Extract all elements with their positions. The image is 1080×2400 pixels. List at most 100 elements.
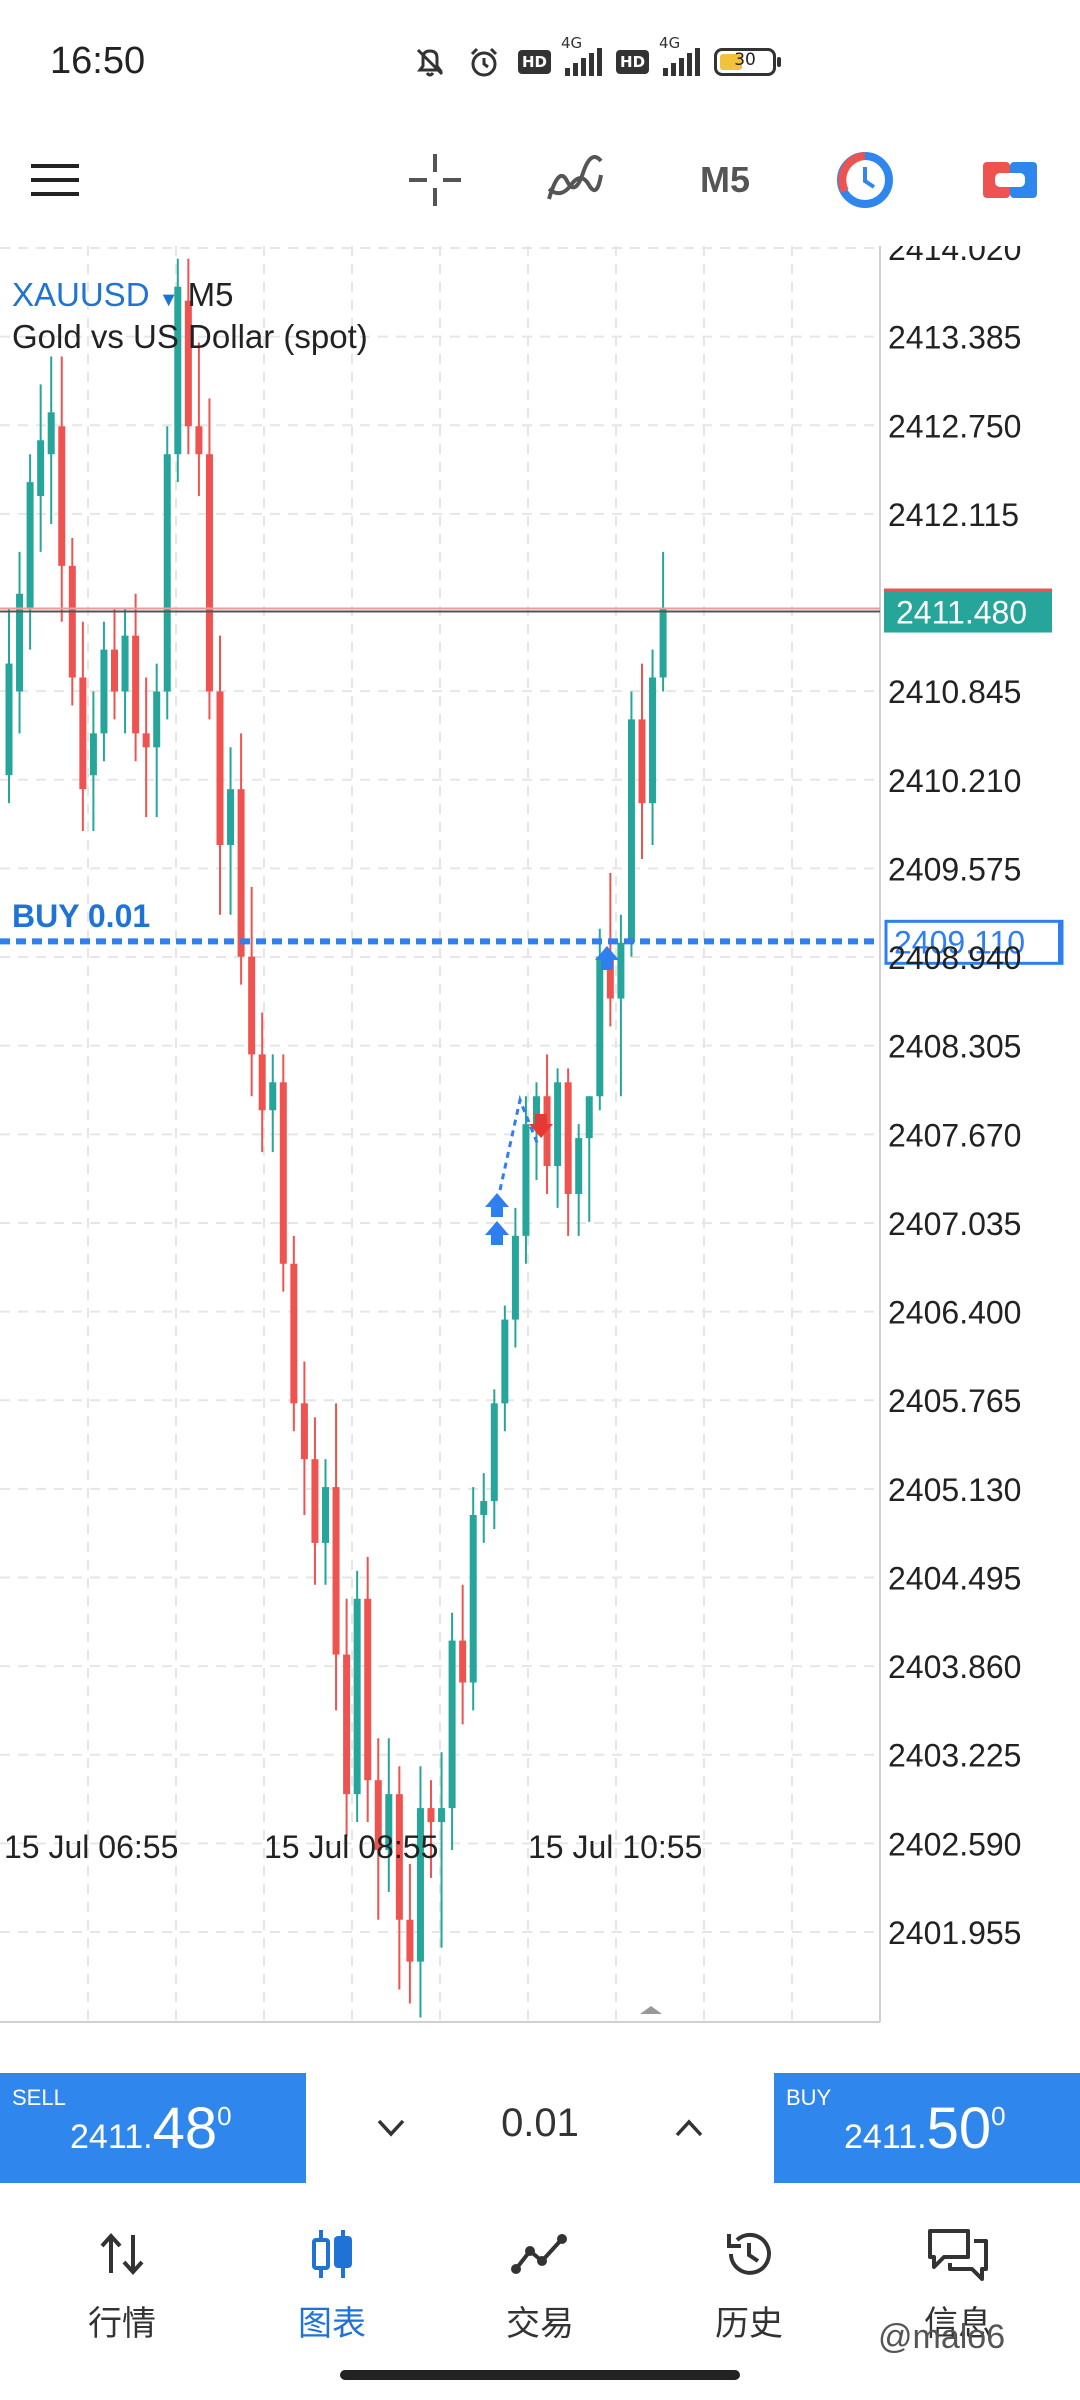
candle-body — [205, 454, 213, 692]
trade-buy-arrow-icon — [595, 946, 619, 970]
lot-decrease-button[interactable] — [336, 2073, 446, 2183]
candle-body — [533, 1096, 540, 1125]
symbol-description: Gold vs US Dollar (spot) — [12, 318, 368, 355]
candle-body — [364, 1598, 372, 1781]
candle-body — [111, 649, 118, 692]
symbol-name[interactable]: XAUUSD — [12, 276, 150, 313]
candle-body — [237, 789, 245, 957]
candle-body — [5, 663, 13, 776]
crosshair-button[interactable] — [400, 120, 470, 240]
candle-body — [174, 286, 182, 455]
candle-body — [385, 1794, 393, 1850]
candle-body — [132, 635, 140, 734]
candle-body — [353, 1598, 361, 1795]
tab-history[interactable]: 历史 — [641, 2188, 857, 2348]
trade-connector-line — [498, 1094, 540, 1191]
menu-button[interactable] — [20, 120, 90, 240]
candle-body — [216, 691, 224, 846]
one-click-trading-icon — [837, 152, 893, 208]
trade-sell-arrow-icon — [529, 1114, 553, 1138]
price-tick-label: 2407.035 — [888, 1206, 1021, 1242]
bottom-tab-bar: 行情 图表 交易 — [0, 2188, 1080, 2400]
lot-selector: 0.01 — [306, 2073, 774, 2183]
chart-grid — [0, 246, 881, 2023]
price-tick-label: 2403.860 — [888, 1649, 1021, 1685]
candle-body — [300, 1403, 308, 1460]
candle-body — [47, 412, 55, 455]
candle-body — [448, 1640, 456, 1809]
symbol-line[interactable]: XAUUSD ▼ M5 — [12, 276, 234, 314]
candle-body — [58, 426, 66, 566]
price-tick-label: 2401.955 — [888, 1915, 1021, 1951]
candle-body — [227, 789, 235, 846]
net-type-2: 4G — [659, 34, 681, 52]
candle-body — [248, 956, 256, 1055]
alarm-icon — [470, 47, 498, 77]
hd-badge: HD — [518, 50, 552, 74]
tab-chart[interactable]: 图表 — [224, 2188, 440, 2348]
candle-body — [406, 1919, 414, 1962]
lot-value[interactable]: 0.01 — [501, 2101, 579, 2145]
time-tick-label: 15 Jul 08:55 — [264, 1829, 438, 1865]
price-chart[interactable]: 2411.480 2409.110 2414.020 2413.385 2412.75… — [0, 246, 1080, 2036]
candle-body — [163, 454, 171, 692]
candle-body — [269, 1082, 277, 1111]
candle-body — [279, 1082, 287, 1264]
hd-badge-2: HD — [616, 50, 650, 74]
tab-trade[interactable]: 交易 — [432, 2188, 648, 2348]
price-axis: 2414.020 2413.385 2412.750 2412.115 2410.845… — [888, 246, 1021, 1951]
indicators-button[interactable] — [540, 120, 610, 240]
candle-body — [554, 1082, 562, 1167]
candle-body — [195, 426, 203, 455]
price-tick-label: 2404.495 — [888, 1560, 1021, 1596]
price-tick-label: 2414.020 — [888, 246, 1021, 267]
sell-label: SELL — [12, 2085, 66, 2110]
chart-toolbar: M5 — [0, 120, 1080, 240]
candle-body — [659, 607, 667, 678]
status-icons: HD 4G HD 4G 30 — [410, 34, 782, 88]
price-tick-label: 2403.225 — [888, 1738, 1021, 1774]
price-tick-label: 2402.590 — [888, 1826, 1021, 1862]
signal-icon: 4G — [561, 34, 603, 76]
one-click-button[interactable] — [830, 120, 900, 240]
tab-chart-label: 图表 — [298, 2304, 366, 2344]
battery-level: 30 — [734, 50, 756, 70]
trade-buy-arrow-icon — [485, 1221, 509, 1245]
candle-body — [490, 1403, 498, 1502]
lot-increase-button[interactable] — [634, 2073, 744, 2183]
tab-quotes-label: 行情 — [88, 2304, 156, 2344]
signal-icon-2: 4G — [659, 34, 701, 76]
tab-quotes[interactable]: 行情 — [14, 2188, 230, 2348]
candle-body — [37, 440, 45, 497]
sell-button[interactable]: SELL 2411.480 — [0, 2073, 306, 2183]
status-bar: 16:50 HD 4G HD 4G 30 — [0, 0, 1080, 120]
candle-body — [617, 942, 625, 999]
trade-order-icon — [983, 162, 1037, 198]
buy-position-label[interactable]: BUY 0.01 — [12, 898, 151, 934]
home-indicator[interactable] — [340, 2370, 740, 2380]
buy-price-tag-edge — [1058, 921, 1062, 964]
current-price-tag-ask — [884, 588, 1052, 592]
candle-body — [142, 733, 150, 748]
buy-button[interactable]: BUY 2411.500 — [774, 2073, 1080, 2183]
candle-body — [374, 1780, 382, 1850]
symbol-dropdown-icon[interactable]: ▼ — [158, 289, 179, 311]
candle-body — [585, 1096, 593, 1139]
candle-body — [184, 300, 192, 427]
watermark: @malo6 — [878, 2318, 1006, 2356]
trade-button[interactable] — [975, 120, 1045, 240]
symbol-timeframe: M5 — [187, 276, 234, 313]
candle-body — [606, 956, 614, 999]
chevron-up-icon — [675, 2119, 703, 2137]
timeframe-button[interactable]: M5 — [680, 120, 770, 240]
price-tick-label: 2408.940 — [888, 940, 1021, 976]
tab-messages[interactable]: 信息 — [850, 2188, 1066, 2348]
scroll-marker-icon — [640, 2006, 662, 2014]
price-tick-label: 2410.845 — [888, 674, 1021, 710]
candle-body — [121, 635, 129, 692]
candle-body — [649, 677, 657, 804]
candle-body — [16, 593, 24, 692]
current-price-tag — [884, 588, 1052, 633]
candle-body — [501, 1319, 509, 1404]
price-tick-label: 2407.670 — [888, 1117, 1021, 1153]
